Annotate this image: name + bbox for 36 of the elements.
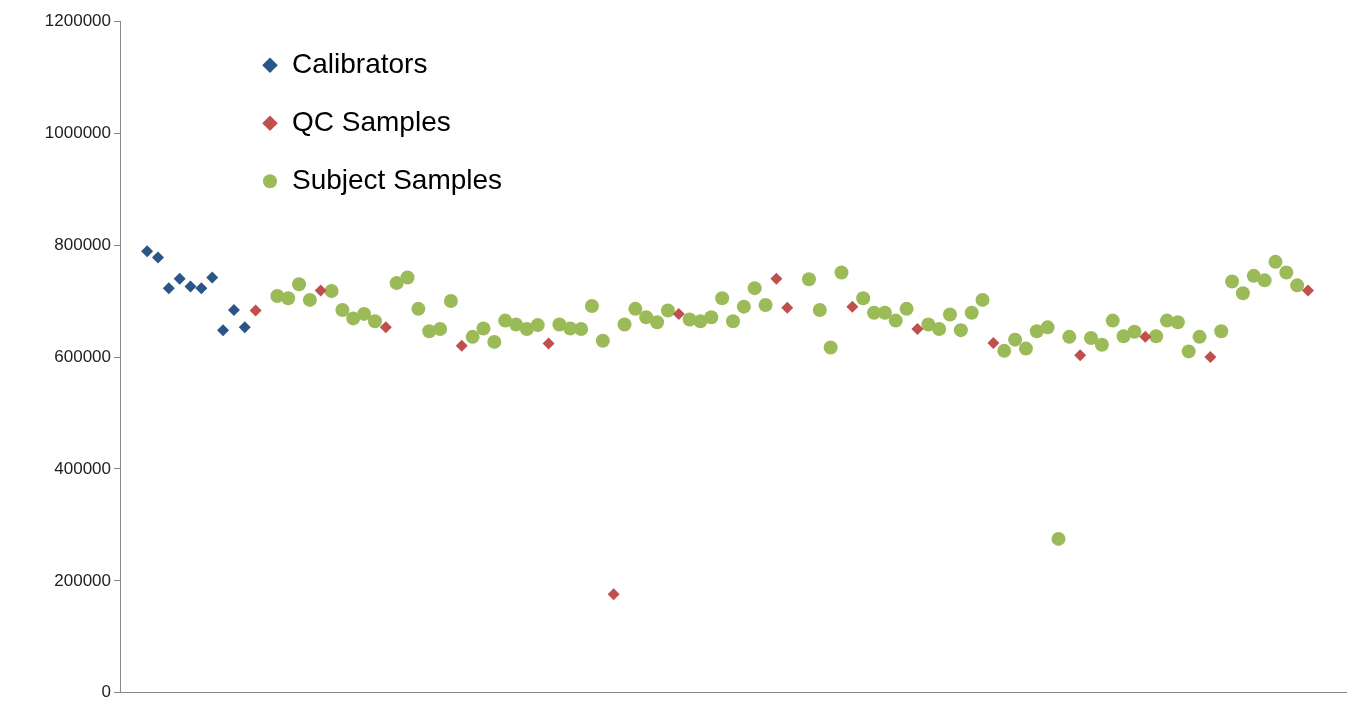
point — [195, 282, 208, 295]
point — [770, 272, 783, 285]
point — [217, 324, 230, 337]
y-tick-label: 200000 — [54, 570, 111, 590]
y-tick-label: 600000 — [54, 346, 111, 366]
legend-label: Calibrators — [292, 47, 428, 79]
legend-label: Subject Samples — [292, 163, 503, 195]
point — [238, 321, 251, 334]
legend-label: QC Samples — [292, 105, 451, 137]
y-tick-label: 1000000 — [44, 122, 111, 142]
point — [227, 303, 240, 316]
point — [141, 245, 154, 258]
y-tick-label: 0 — [101, 682, 111, 702]
point — [379, 321, 392, 334]
point — [672, 307, 685, 320]
point — [542, 337, 555, 350]
point — [1139, 330, 1152, 343]
point — [314, 284, 327, 297]
point — [162, 282, 175, 295]
point — [455, 339, 468, 352]
point — [173, 272, 186, 285]
point — [206, 271, 219, 284]
point — [1302, 284, 1315, 297]
y-tick-label: 1200000 — [44, 10, 111, 30]
point — [1074, 349, 1087, 362]
point — [607, 588, 620, 601]
point — [911, 323, 924, 336]
point — [151, 251, 164, 264]
point — [846, 300, 859, 313]
point — [987, 337, 1000, 350]
y-tick-label: 800000 — [54, 234, 111, 254]
point — [781, 301, 794, 314]
point — [1204, 351, 1217, 363]
y-tick-label: 400000 — [54, 458, 111, 478]
point — [184, 280, 197, 293]
point — [249, 304, 262, 317]
